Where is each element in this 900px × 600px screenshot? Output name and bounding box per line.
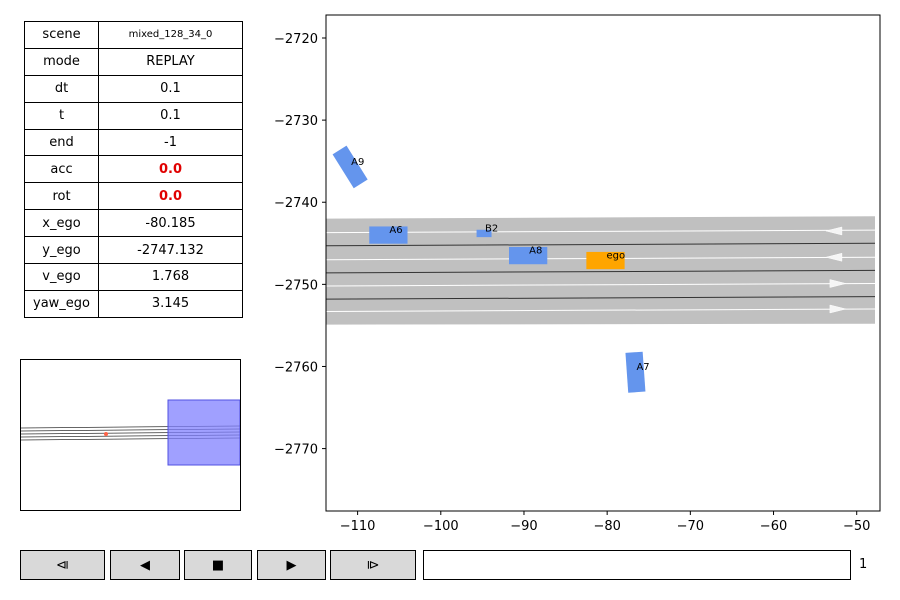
- vehicle-b2: [476, 229, 492, 238]
- info-row-end: end -1: [24, 128, 243, 157]
- lane-arrow-left: [825, 226, 843, 236]
- y-tick-label: −2750: [274, 278, 318, 293]
- vehicle-a8: [509, 246, 548, 265]
- vehicle-label-a9: A9: [351, 157, 364, 168]
- info-key: v_ego: [24, 263, 99, 291]
- vehicle-a9: [332, 145, 368, 189]
- info-key: t: [24, 101, 99, 130]
- info-value: mixed_128_34_0: [98, 21, 243, 49]
- info-key: dt: [24, 74, 99, 103]
- lane-line: [325, 296, 876, 300]
- lane-line: [325, 229, 876, 234]
- minimap-ego-marker: [104, 432, 108, 436]
- x-tick-label: −50: [843, 519, 870, 534]
- info-key: yaw_ego: [24, 289, 99, 318]
- vehicle-label-a6: A6: [389, 225, 402, 236]
- minimap: [20, 359, 241, 511]
- vehicle-label-b2: B2: [485, 223, 498, 234]
- step-forward-button[interactable]: ⧐: [330, 550, 416, 580]
- info-key: y_ego: [24, 236, 99, 265]
- info-key: x_ego: [24, 209, 99, 238]
- vehicle-a7: [625, 351, 646, 393]
- x-tick-label: −70: [677, 519, 704, 534]
- info-key: scene: [24, 21, 99, 49]
- minimap-view-window: [167, 399, 240, 466]
- play-backward-button[interactable]: ◀: [110, 550, 180, 580]
- y-tick-label: −2770: [274, 443, 318, 458]
- info-value: 0.0: [98, 182, 243, 211]
- x-tick-label: −100: [423, 519, 459, 534]
- info-row-yaw-ego: yaw_ego 3.145: [24, 289, 243, 318]
- play-forward-button[interactable]: ▶: [257, 550, 326, 580]
- y-tick-label: −2760: [274, 360, 318, 375]
- time-slider-value: 1: [859, 557, 868, 572]
- y-tick-label: −2720: [274, 32, 318, 47]
- lane-arrow-right: [829, 304, 846, 314]
- vehicle-a6: [369, 226, 408, 244]
- vehicle-label-a8: A8: [529, 246, 542, 257]
- step-back-button[interactable]: ⧏: [20, 550, 105, 580]
- vehicle-ego: [586, 251, 625, 270]
- info-value: 3.145: [98, 289, 243, 318]
- info-value: 1.768: [98, 263, 243, 291]
- info-row-x-ego: x_ego -80.185: [24, 209, 243, 238]
- info-row-y-ego: y_ego -2747.132: [24, 236, 243, 265]
- time-slider[interactable]: [423, 550, 851, 580]
- x-tick-label: −60: [760, 519, 787, 534]
- lane-line: [325, 308, 876, 312]
- x-tick-label: −80: [593, 519, 620, 534]
- lane-arrow-left: [825, 252, 843, 262]
- x-tick-label: −90: [510, 519, 537, 534]
- y-tick-label: −2730: [274, 114, 318, 129]
- lane-arrow-right: [829, 279, 846, 288]
- info-row-v-ego: v_ego 1.768: [24, 263, 243, 291]
- info-row-t: t 0.1: [24, 101, 243, 130]
- lane-line: [325, 283, 876, 287]
- lane-line: [325, 242, 876, 247]
- y-tick-label: −2740: [274, 196, 318, 211]
- info-row-dt: dt 0.1: [24, 74, 243, 103]
- plot-frame: [325, 14, 881, 512]
- lane-line: [325, 269, 876, 274]
- stop-button[interactable]: ■: [184, 550, 252, 580]
- info-table: scene mixed_128_34_0 mode REPLAY dt 0.1 t 0.1 en…: [24, 21, 243, 318]
- vehicle-label-ego: ego: [606, 251, 625, 262]
- x-tick-label: −110: [340, 519, 376, 534]
- info-value: -2747.132: [98, 236, 243, 265]
- info-key: acc: [24, 155, 99, 184]
- info-row-scene: scene mixed_128_34_0: [24, 21, 243, 49]
- vehicle-label-a7: A7: [636, 362, 649, 373]
